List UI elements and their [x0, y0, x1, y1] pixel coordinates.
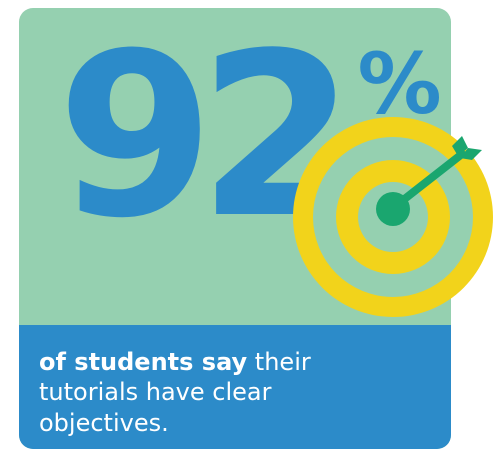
- arrow: [376, 136, 482, 226]
- arrow-fletch-left: [452, 136, 468, 156]
- stat-card: 92 % of students say their tutorials hav…: [19, 8, 451, 449]
- caption-rest: their tutorials have clear objectives.: [39, 348, 311, 437]
- arrow-fletch-right: [460, 148, 482, 160]
- stat-percent: %: [357, 35, 442, 133]
- target-with-arrow-icon: [293, 117, 493, 317]
- arrow-tip: [376, 192, 410, 226]
- caption-text: of students say their tutorials have cle…: [39, 347, 399, 438]
- caption-emphasis: of students say: [39, 348, 248, 376]
- caption-panel: of students say their tutorials have cle…: [19, 325, 451, 449]
